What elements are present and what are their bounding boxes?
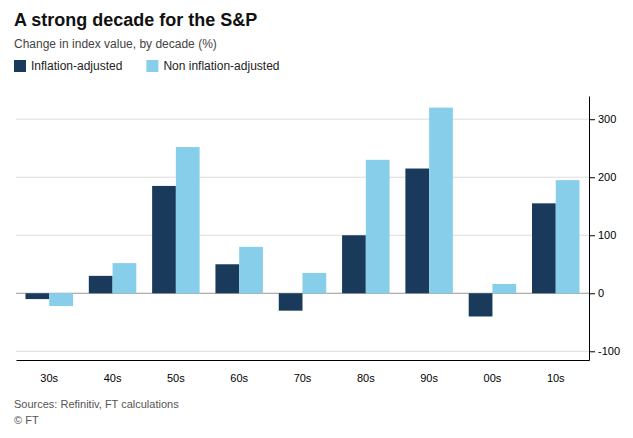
y-tick-mark	[589, 119, 595, 120]
y-tick-mark	[589, 351, 595, 352]
grid	[16, 119, 589, 351]
legend-swatch	[14, 60, 26, 72]
bar	[342, 235, 366, 293]
x-tick-label: 00s	[484, 372, 502, 384]
bar	[556, 180, 580, 293]
bar	[215, 264, 239, 293]
x-tick-label: 50s	[167, 372, 185, 384]
plot: -100 0 100 200 300 30s 40s 50s 60s 70s 80s 90s 00s 10…	[16, 97, 620, 385]
x-tick-label: 30s	[40, 372, 58, 384]
legend-item: Inflation-adjusted	[14, 59, 122, 73]
bar-series	[25, 169, 555, 317]
x-tick: 40s	[104, 372, 122, 384]
y-axis-line	[589, 97, 590, 361]
subtitle: Change in index value, by decade (%)	[14, 37, 217, 51]
y-axis: -100 0 100 200 300	[589, 97, 620, 361]
x-tick-label: 70s	[294, 372, 312, 384]
bar	[25, 293, 49, 299]
chart-svg: A strong decade for the S&P Change in ind…	[0, 0, 633, 438]
y-tick-label: 100	[598, 229, 616, 241]
legend-item: Non inflation-adjusted	[146, 59, 279, 73]
grid-line	[16, 235, 589, 236]
bar	[279, 293, 303, 310]
x-tick-label: 40s	[104, 372, 122, 384]
y-tick: 300	[589, 113, 616, 125]
x-tick: 50s	[167, 372, 185, 384]
chart-container: A strong decade for the S&P Change in ind…	[0, 0, 633, 438]
y-tick-mark	[589, 293, 595, 294]
bar	[429, 108, 453, 294]
bar	[49, 293, 73, 306]
x-tick: 00s	[484, 372, 502, 384]
bar	[152, 186, 176, 293]
x-tick: 80s	[357, 372, 375, 384]
x-tick: 30s	[40, 372, 58, 384]
annotation: Sources: Refinitiv, FT calculations	[14, 398, 179, 410]
x-tick-label: 80s	[357, 372, 375, 384]
x-tick-label: 90s	[420, 372, 438, 384]
x-axis-line	[17, 360, 590, 361]
bar-series	[49, 108, 579, 306]
y-tick-label: -100	[598, 345, 620, 357]
bars	[25, 108, 579, 317]
x-tick: 70s	[294, 372, 312, 384]
bar	[532, 203, 556, 293]
legend-swatch	[146, 60, 158, 72]
x-tick: 60s	[230, 372, 248, 384]
x-tick: 10s	[547, 372, 565, 384]
legend-label: Inflation-adjusted	[31, 59, 122, 73]
bar	[239, 247, 263, 293]
bar	[89, 276, 113, 293]
legend: Inflation-adjusted Non inflation-adjusted	[14, 59, 279, 73]
grid-line	[16, 351, 589, 352]
y-tick-mark	[589, 235, 595, 236]
grid-line	[16, 119, 589, 120]
bar	[366, 160, 390, 293]
annotation: © FT	[14, 414, 39, 426]
y-tick: 0	[589, 287, 604, 299]
x-tick: 90s	[420, 372, 438, 384]
bar	[113, 263, 137, 293]
y-tick-label: 300	[598, 113, 616, 125]
grid-line	[16, 177, 589, 178]
bar	[405, 169, 429, 294]
y-tick-label: 200	[598, 171, 616, 183]
y-tick: -100	[589, 345, 620, 357]
x-tick-label: 60s	[230, 372, 248, 384]
bar	[176, 147, 200, 293]
legend-label: Non inflation-adjusted	[163, 59, 279, 73]
y-tick-label: 0	[598, 287, 604, 299]
bar	[303, 273, 327, 293]
y-tick: 200	[589, 171, 616, 183]
x-axis: 30s 40s 50s 60s 70s 80s 90s 00s 10s	[17, 361, 590, 385]
title: A strong decade for the S&P	[14, 10, 257, 30]
x-tick-label: 10s	[547, 372, 565, 384]
y-tick: 100	[589, 229, 616, 241]
bar	[469, 293, 493, 316]
bar	[492, 284, 516, 293]
y-tick-mark	[589, 177, 595, 178]
